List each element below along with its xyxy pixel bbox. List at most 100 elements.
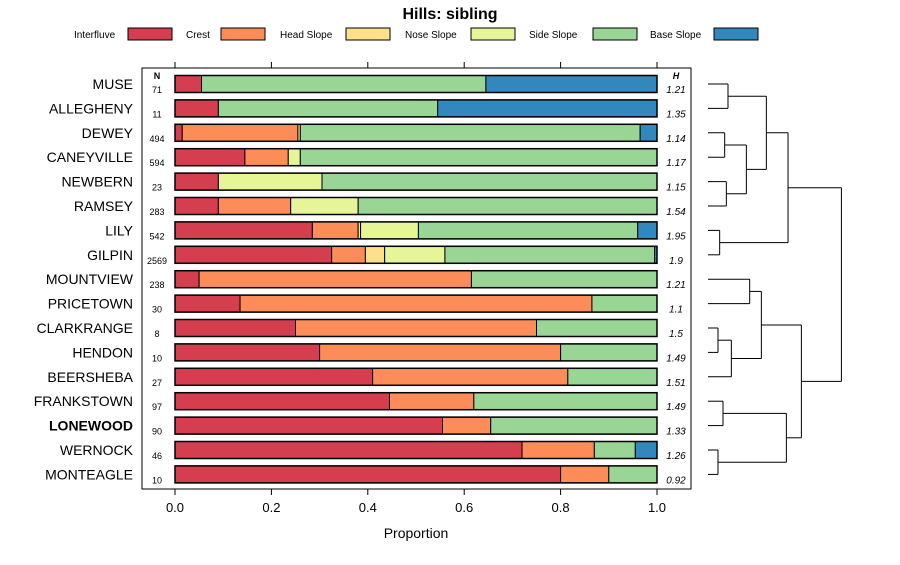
legend-swatch-2 <box>345 27 391 41</box>
legend-label-0: Interfluve <box>74 30 116 41</box>
x-tick-label-1: 0.2 <box>262 500 280 515</box>
legend-swatch-3 <box>470 27 516 41</box>
bar-7-3 <box>384 245 446 264</box>
bar-16-4 <box>608 465 658 484</box>
x-tick-label-3: 0.6 <box>455 500 473 515</box>
bar-5-1 <box>217 197 292 215</box>
x-tick-label-4: 0.8 <box>552 500 570 515</box>
bar-outline-16 <box>174 465 658 484</box>
x-axis: 0.0 0.2 0.4 0.6 0.8 1.0 <box>166 62 666 515</box>
bar-13-0 <box>174 392 390 411</box>
y-label-15: WERNOCK <box>60 442 134 458</box>
n-value-10: 8 <box>154 329 159 339</box>
bar-2-0 <box>174 123 183 142</box>
n-value-12: 27 <box>152 378 162 388</box>
h-value-6: 1.95 <box>666 231 686 242</box>
bar-outline-15 <box>174 440 658 460</box>
y-label-6: LILY <box>105 222 133 238</box>
n-value-2: 494 <box>149 134 164 144</box>
y-axis-labels: MUSE ALLEGHENY DEWEY CANEYVILLE NEWBERN RAMSE… <box>34 76 134 482</box>
h-value-5: 1.54 <box>666 207 686 218</box>
bar-12-0 <box>174 367 374 386</box>
bar-16-1 <box>560 465 610 484</box>
bar-5-3 <box>290 197 359 215</box>
n-value-3: 594 <box>149 158 164 168</box>
y-label-11: HENDON <box>72 344 133 360</box>
bar-5-0 <box>174 197 219 215</box>
y-label-12: BEERSHEBA <box>47 369 133 385</box>
h-value-11: 1.49 <box>666 353 686 364</box>
bar-outline-4 <box>174 172 658 191</box>
y-label-3: CANEYVILLE <box>47 149 133 165</box>
bar-11-1 <box>319 343 562 362</box>
legend-swatch-1 <box>220 27 266 41</box>
y-label-2: DEWEY <box>82 125 134 141</box>
legend-label-3: Nose Slope <box>405 30 457 41</box>
bar-6-3 <box>360 221 419 240</box>
bar-10-4 <box>536 319 658 337</box>
n-header: N <box>154 71 161 81</box>
n-value-4: 23 <box>152 183 162 193</box>
bar-outline-14 <box>174 416 658 435</box>
bar-14-0 <box>174 416 444 435</box>
legend-label-2: Head Slope <box>280 30 333 41</box>
bar-3-1 <box>244 148 289 167</box>
bar-2-5 <box>639 123 658 142</box>
bar-2-4 <box>299 123 641 142</box>
h-value-13: 1.49 <box>666 402 686 413</box>
bar-13-4 <box>473 392 658 411</box>
bar-6-0 <box>174 221 313 240</box>
bar-3-4 <box>299 148 658 167</box>
bar-12-4 <box>567 367 658 386</box>
n-value-7: 2569 <box>147 256 167 266</box>
bar-outline-9 <box>174 294 658 313</box>
legend-swatch-5 <box>713 27 759 41</box>
bar-15-1 <box>521 441 595 459</box>
bar-outline-6 <box>174 221 658 240</box>
y-label-5: RAMSEY <box>74 198 134 214</box>
legend-label-4: Side Slope <box>529 30 578 41</box>
bar-11-0 <box>174 343 321 362</box>
h-value-10: 1.5 <box>669 329 683 340</box>
dendrogram <box>708 83 842 475</box>
bar-outline-0 <box>174 74 658 94</box>
bars <box>174 74 658 484</box>
legend-label-1: Crest <box>186 30 210 41</box>
h-value-16: 0.92 <box>666 475 686 486</box>
bar-11-4 <box>560 343 658 362</box>
y-label-8: MOUNTVIEW <box>46 271 134 287</box>
n-value-9: 30 <box>152 305 162 315</box>
y-label-16: MONTEAGLE <box>45 466 133 482</box>
bar-14-4 <box>490 416 658 435</box>
h-value-7: 1.9 <box>669 256 683 267</box>
y-label-14: LONEWOOD <box>49 418 133 434</box>
bar-9-1 <box>239 294 593 313</box>
bar-2-1 <box>181 123 299 142</box>
bar-6-1 <box>311 221 359 240</box>
bar-6-4 <box>417 221 639 240</box>
bar-10-1 <box>295 319 537 337</box>
plot-frame <box>141 67 692 490</box>
bar-outline-10 <box>174 318 658 338</box>
bar-10-0 <box>174 319 296 337</box>
bar-8-0 <box>174 270 200 289</box>
h-value-1: 1.35 <box>666 109 686 120</box>
y-label-9: PRICETOWN <box>48 296 133 312</box>
bar-14-1 <box>442 416 492 435</box>
bar-outline-11 <box>174 343 658 362</box>
bar-0-5 <box>485 75 658 93</box>
legend-swatch-4 <box>592 27 638 41</box>
bar-7-1 <box>331 245 366 264</box>
x-tick-label-2: 0.4 <box>359 500 377 515</box>
bar-outline-13 <box>174 391 658 411</box>
bar-7-0 <box>174 245 333 264</box>
n-value-11: 10 <box>152 353 162 363</box>
h-entropy-column: H 1.21 1.35 1.14 1.17 1.15 1.54 1.95 1.9 1.21 1.1 1… <box>666 71 686 486</box>
n-value-13: 97 <box>152 402 162 412</box>
y-label-4: NEWBERN <box>61 174 133 190</box>
bar-12-1 <box>372 367 569 386</box>
bar-0-0 <box>174 75 203 93</box>
bar-8-1 <box>198 270 472 289</box>
n-value-5: 283 <box>149 207 164 217</box>
